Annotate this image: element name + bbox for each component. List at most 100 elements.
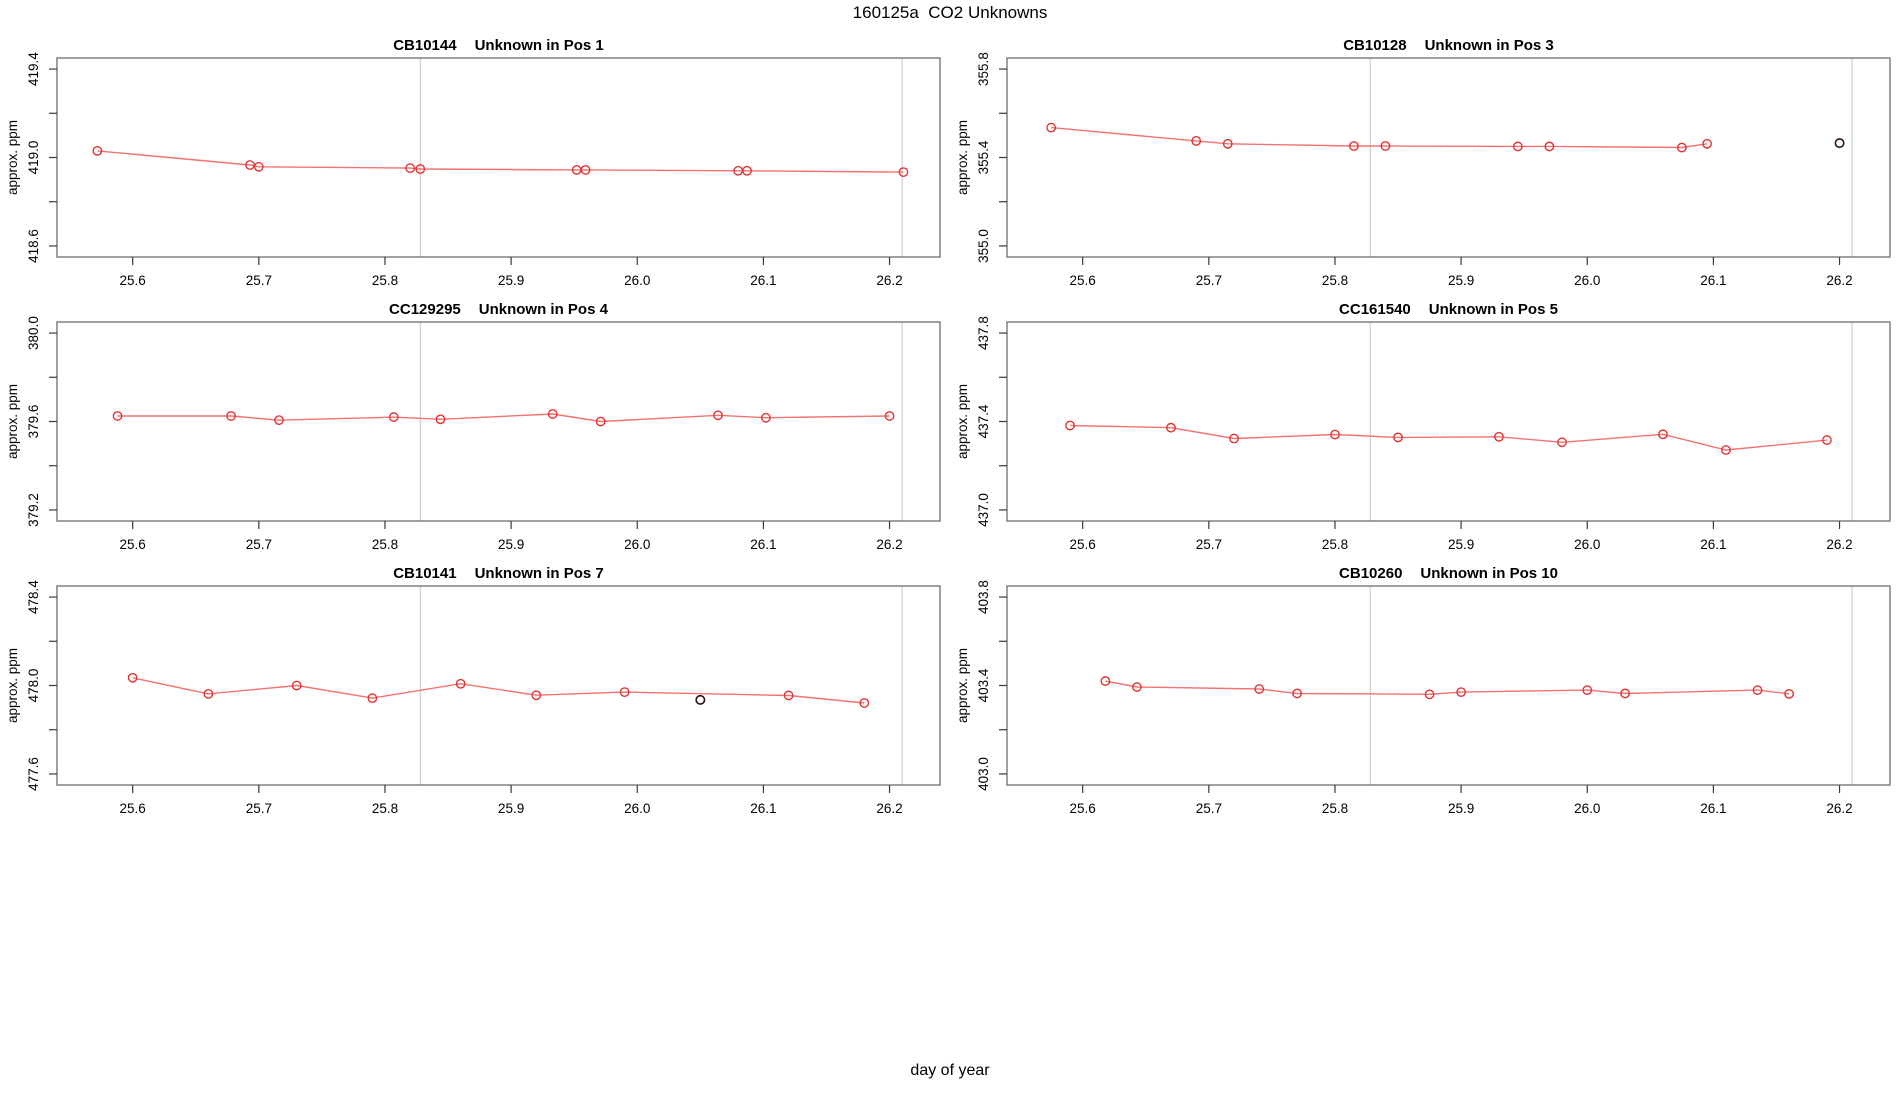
data-point (1658, 429, 1668, 440)
x-tick-label: 25.7 (246, 801, 272, 816)
y-tick-label: 437.0 (976, 493, 991, 527)
x-tick-label: 26.2 (876, 801, 902, 816)
series-line (1070, 424, 1827, 451)
subplot-title-cc129295: CC129295 Unknown in Pos 4 (389, 301, 609, 318)
x-tick-label: 25.9 (498, 801, 524, 816)
data-point (405, 163, 416, 174)
data-point (1330, 429, 1340, 440)
data-point (1784, 689, 1794, 699)
x-tick-label: 25.8 (1322, 537, 1348, 552)
x-tick-label: 25.7 (246, 273, 272, 288)
series-line (1105, 680, 1790, 696)
data-point (274, 415, 284, 426)
x-tick-label: 26.2 (876, 273, 902, 288)
plot-box (1006, 57, 1891, 258)
y-tick-label: 355.4 (976, 140, 991, 174)
x-tick-label: 25.7 (246, 537, 272, 552)
subplot-cb10260: 25.6 25.7 25.8 25.9 26.0 26.1 26.2 403.0 403.4 40… (955, 565, 1891, 816)
y-tick-label: 477.6 (26, 757, 41, 791)
subplot-cb10128: 25.6 25.7 25.8 25.9 26.0 26.1 26.2 355.0 355.4 35… (955, 37, 1891, 288)
data-point (595, 416, 606, 427)
data-point (1512, 141, 1523, 152)
data-point (1222, 138, 1233, 149)
x-tick-label: 25.6 (120, 273, 146, 288)
subplot-cb10141: 25.6 25.7 25.8 25.9 26.0 26.1 26.2 477.6 478.0 47… (5, 565, 941, 816)
data-point (1702, 138, 1712, 149)
y-axis-label: approx. ppm (955, 648, 970, 723)
subplot-title-cb10141: CB10141 Unknown in Pos 7 (393, 565, 604, 582)
y-axis-label: approx. ppm (955, 120, 970, 195)
x-tick-label: 26.0 (1574, 537, 1600, 552)
plot-box (56, 585, 941, 786)
subplot-cc129295: 25.6 25.7 25.8 25.9 26.0 26.1 26.2 379.2 379.6 38… (5, 301, 941, 552)
y-axis-label: approx. ppm (955, 384, 970, 459)
subplot-title-cb10128: CB10128 Unknown in Pos 3 (1343, 37, 1554, 54)
x-tick-label: 26.0 (624, 537, 650, 552)
data-point (1557, 437, 1567, 448)
y-tick-label: 478.0 (26, 669, 41, 703)
plot-box (56, 321, 941, 522)
data-point (1393, 432, 1403, 443)
data-point (1620, 688, 1630, 699)
x-tick-label: 25.8 (372, 801, 398, 816)
data-point (619, 687, 630, 698)
y-axis-label: approx. ppm (5, 384, 20, 459)
data-point (1721, 445, 1731, 455)
y-tick-label: 379.6 (26, 405, 41, 439)
x-tick-label: 25.9 (1448, 273, 1474, 288)
data-point (1752, 685, 1763, 696)
subplot-title-cb10144: CB10144 Unknown in Pos 1 (393, 37, 604, 54)
x-axis-outer-label: day of year (910, 1062, 990, 1079)
data-point (1494, 431, 1504, 442)
y-tick-label: 418.6 (26, 229, 41, 263)
plot-box (56, 57, 941, 258)
data-point (761, 412, 771, 423)
data-point (388, 412, 399, 422)
data-point (1254, 684, 1265, 694)
subplot-cc161540: 25.6 25.7 25.8 25.9 26.0 26.1 26.2 437.0 437.4 43… (955, 301, 1891, 552)
x-tick-label: 25.6 (1070, 801, 1096, 816)
x-tick-label: 26.1 (750, 273, 776, 288)
y-tick-label: 403.4 (976, 668, 991, 702)
series-line (1051, 126, 1708, 149)
data-point (245, 160, 255, 170)
x-tick-label: 25.6 (120, 537, 146, 552)
data-point (92, 145, 103, 156)
data-point (898, 167, 909, 177)
x-tick-label: 26.1 (1700, 537, 1726, 552)
y-tick-label: 437.4 (976, 404, 991, 438)
y-tick-label: 419.0 (26, 141, 41, 175)
data-point (415, 164, 426, 174)
y-tick-label: 355.0 (976, 229, 991, 263)
x-tick-label: 25.9 (1448, 537, 1474, 552)
x-tick-label: 25.8 (1322, 801, 1348, 816)
x-tick-label: 25.6 (1070, 537, 1096, 552)
data-point (1046, 122, 1057, 133)
x-tick-label: 25.9 (498, 537, 524, 552)
data-point (742, 165, 752, 176)
x-tick-label: 26.0 (624, 801, 650, 816)
x-tick-label: 25.7 (1196, 537, 1222, 552)
data-point (547, 409, 558, 419)
data-point (1065, 420, 1075, 431)
data-point (435, 414, 446, 425)
flagged-data-point (695, 694, 706, 705)
y-axis-label: approx. ppm (5, 648, 20, 723)
y-tick-label: 403.0 (976, 757, 991, 791)
x-tick-label: 25.6 (1070, 273, 1096, 288)
data-point (455, 678, 466, 689)
data-point (1822, 435, 1832, 445)
x-tick-label: 26.1 (750, 537, 776, 552)
x-tick-label: 26.2 (1826, 801, 1852, 816)
data-point (1424, 689, 1435, 700)
data-point (1166, 422, 1176, 433)
y-tick-label: 379.2 (26, 493, 41, 527)
x-tick-label: 25.9 (1448, 801, 1474, 816)
x-tick-label: 26.0 (1574, 273, 1600, 288)
data-point (1132, 682, 1142, 692)
data-point (1191, 136, 1202, 146)
y-tick-label: 437.8 (976, 316, 991, 350)
data-point (127, 672, 138, 683)
x-tick-label: 25.7 (1196, 801, 1222, 816)
